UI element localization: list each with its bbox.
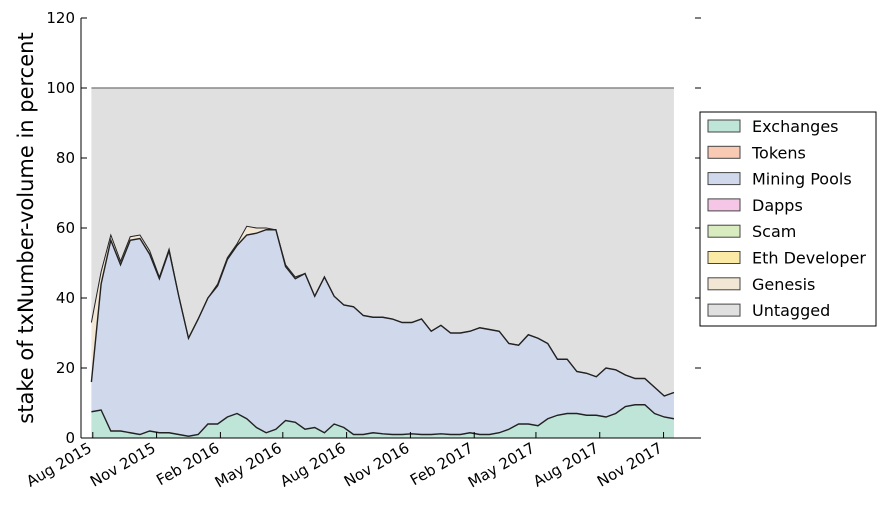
y-tick-label: 60	[56, 219, 75, 237]
outline-genesis	[90, 225, 675, 397]
legend-swatch-scam	[707, 224, 741, 238]
area-mining-pools	[91, 229, 674, 437]
outline-exchanges	[91, 404, 675, 437]
y-tick-label: 80	[56, 149, 75, 167]
x-tick-label: Nov 2016	[341, 439, 413, 491]
x-tick-label: Feb 2017	[407, 439, 476, 489]
series-outlines	[90, 87, 675, 437]
legend-label-genesis: Genesis	[752, 275, 815, 294]
x-tick-label: Aug 2017	[530, 439, 602, 491]
legend-label-eth-developer: Eth Developer	[752, 249, 866, 268]
x-tick-label: Aug 2016	[277, 439, 349, 491]
legend-swatch-tokens	[707, 145, 741, 159]
y-tick-label: 120	[46, 9, 75, 27]
legend-swatch-untagged	[707, 303, 741, 317]
y-tick-label: 0	[65, 429, 75, 447]
legend-label-mining-pools: Mining Pools	[752, 170, 852, 189]
y-tick-label: 40	[56, 289, 75, 307]
x-tick-label: Aug 2015	[23, 439, 95, 491]
legend-label-untagged: Untagged	[752, 301, 830, 320]
x-tick-label: May 2016	[212, 439, 285, 492]
legend-label-tokens: Tokens	[751, 143, 806, 162]
series-areas	[91, 88, 674, 438]
area-untagged	[91, 88, 674, 396]
legend-swatch-eth-developer	[707, 251, 741, 264]
legend-swatch-dapps	[707, 198, 741, 212]
legend-label-scam: Scam	[752, 222, 796, 241]
y-tick-label: 100	[46, 79, 75, 97]
legend: Exchanges Tokens Mining Pools Dapps Scam Eth …	[699, 111, 877, 327]
x-tick-label: Nov 2017	[594, 439, 666, 491]
x-tick-label: Nov 2015	[87, 439, 159, 491]
legend-label-dapps: Dapps	[752, 196, 803, 215]
legend-swatch-exchanges	[707, 119, 741, 133]
x-tick-label: Feb 2016	[153, 439, 222, 489]
x-tick-label: May 2017	[465, 439, 538, 492]
area-exchanges	[91, 404, 674, 438]
y-tick-label: 20	[56, 359, 75, 377]
legend-swatch-mining-pools	[707, 172, 741, 186]
y-axis-label: stake of txNumber-volume in percent	[14, 32, 38, 423]
legend-swatch-genesis	[707, 277, 741, 291]
legend-label-exchanges: Exchanges	[752, 117, 839, 136]
